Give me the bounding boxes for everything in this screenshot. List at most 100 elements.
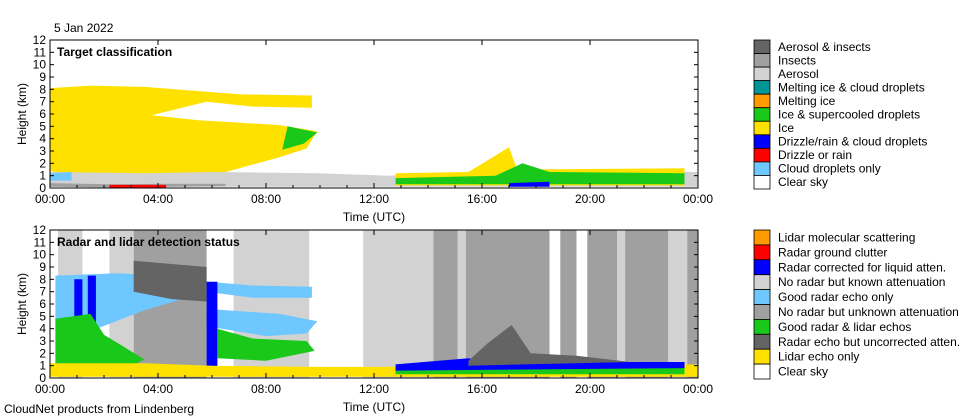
- data-region: [55, 313, 145, 372]
- status-band: [587, 230, 617, 378]
- status-band: [457, 230, 466, 378]
- data-region: [50, 111, 318, 185]
- legend-swatch: [753, 134, 771, 149]
- legend-swatch: [753, 161, 771, 176]
- y-tick-label: 3: [39, 334, 46, 348]
- legend-swatch: [753, 259, 771, 276]
- x-tick-label: 00:00: [35, 382, 65, 396]
- legend-label: Melting ice & cloud droplets: [778, 80, 925, 94]
- y-tick-label: 11: [34, 235, 47, 249]
- status-band: [687, 230, 698, 378]
- y-tick-label: 0: [39, 181, 46, 195]
- legend-swatch: [753, 318, 771, 335]
- legend-swatch: [753, 304, 771, 320]
- y-tick-label: 6: [39, 297, 46, 311]
- y-tick-label: 8: [39, 82, 46, 96]
- legend-label: Lidar echo only: [778, 350, 859, 364]
- y-tick-label: 1: [39, 169, 46, 183]
- x-axis-label: Time (UTC): [343, 210, 405, 224]
- y-axis-label: Height (km): [15, 83, 29, 145]
- x-tick-label: 08:00: [251, 192, 281, 206]
- x-axis-label: Time (UTC): [343, 400, 405, 414]
- legend-label: Clear sky: [778, 365, 828, 379]
- legend-swatch: [753, 229, 771, 246]
- y-tick-label: 8: [39, 272, 46, 286]
- legend-label: Radar corrected for liquid atten.: [778, 260, 946, 274]
- panel-title: Radar and lidar detection status: [57, 235, 240, 249]
- data-region: [109, 184, 167, 188]
- data-region: [55, 273, 312, 332]
- legend-label: Cloud droplets only: [778, 162, 881, 176]
- legend-swatch: [753, 93, 771, 109]
- date-label: 5 Jan 2022: [54, 21, 114, 35]
- data-region: [509, 181, 550, 187]
- data-region: [206, 281, 218, 375]
- legend-label: Lidar molecular scattering: [778, 230, 915, 244]
- legend-label: Melting ice: [778, 94, 836, 108]
- legend-label: Drizzle or rain: [778, 148, 852, 162]
- status-band: [625, 230, 669, 378]
- legend-swatch: [753, 80, 771, 95]
- legend-label: Good radar & lidar echos: [778, 320, 911, 334]
- x-tick-label: 00:00: [35, 192, 65, 206]
- legend-label: No radar but known attenuation: [778, 275, 945, 289]
- y-tick-label: 10: [33, 58, 47, 72]
- x-tick-label: 12:00: [359, 192, 389, 206]
- status-band: [617, 230, 626, 378]
- y-tick-label: 1: [39, 359, 46, 373]
- legend-swatch: [753, 175, 771, 190]
- status-band: [433, 230, 458, 378]
- x-tick-label: 12:00: [359, 382, 389, 396]
- data-region: [395, 368, 685, 375]
- y-tick-label: 7: [39, 95, 46, 109]
- x-tick-label: 04:00: [143, 382, 173, 396]
- data-region: [395, 163, 685, 185]
- data-region: [133, 260, 207, 302]
- data-region: [468, 325, 631, 366]
- y-tick-label: 4: [39, 322, 46, 336]
- y-tick-label: 2: [39, 346, 46, 360]
- x-tick-label: 04:00: [143, 192, 173, 206]
- legend-swatch: [753, 274, 771, 291]
- data-region: [217, 328, 315, 361]
- x-tick-label: 16:00: [467, 192, 497, 206]
- y-tick-label: 0: [39, 371, 46, 385]
- data-region: [50, 85, 312, 171]
- status-band: [560, 230, 577, 378]
- legend-label: Insects: [778, 53, 816, 67]
- legend-swatch: [753, 53, 771, 68]
- legend-swatch: [753, 147, 771, 163]
- legend-label: Ice: [778, 121, 794, 135]
- legend-label: Radar ground clutter: [778, 245, 887, 259]
- legend-label: Radar echo but uncorrected atten.: [778, 335, 960, 349]
- legend-swatch: [753, 66, 771, 82]
- y-axis-label: Height (km): [15, 273, 29, 335]
- y-tick-label: 12: [33, 33, 47, 47]
- data-region: [206, 308, 318, 337]
- legend-label: Ice & supercooled droplets: [778, 108, 920, 122]
- y-tick-label: 2: [39, 156, 46, 170]
- legend-swatch: [753, 120, 771, 136]
- y-tick-label: 7: [39, 285, 46, 299]
- legend-label: Aerosol & insects: [778, 40, 871, 54]
- y-tick-label: 6: [39, 107, 46, 121]
- y-tick-label: 5: [39, 309, 46, 323]
- x-tick-label: 16:00: [467, 382, 497, 396]
- legend-swatch: [753, 39, 771, 54]
- legend-label: Drizzle/rain & cloud droplets: [778, 135, 927, 149]
- footer-credit: CloudNet products from Lindenberg: [4, 402, 194, 416]
- legend-swatch: [753, 107, 771, 122]
- x-tick-label: 20:00: [575, 192, 605, 206]
- data-region: [395, 358, 685, 372]
- y-tick-label: 4: [39, 132, 46, 146]
- legend-swatch: [753, 363, 771, 380]
- panel-title: Target classification: [57, 45, 172, 59]
- status-band: [668, 230, 688, 378]
- y-tick-label: 12: [33, 223, 47, 237]
- legend-swatch: [753, 289, 771, 305]
- legend-label: Clear sky: [778, 175, 828, 189]
- legend-swatch: [753, 333, 771, 350]
- status-band: [363, 230, 434, 378]
- x-tick-label: 20:00: [575, 382, 605, 396]
